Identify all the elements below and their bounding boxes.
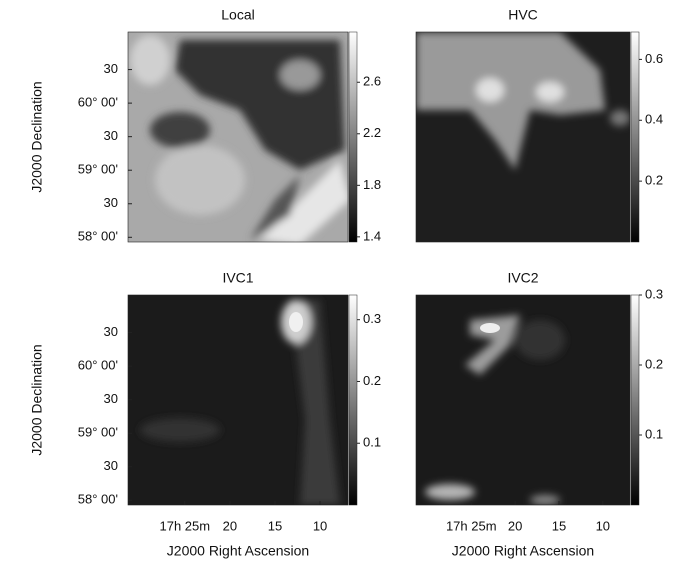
y-tick-label: 60° 00' [78, 95, 118, 110]
x-tick-label: 20 [223, 518, 237, 533]
y-tick-label: 60° 00' [78, 358, 118, 373]
colorbar-tick-label: 0.1 [645, 426, 663, 441]
x-tick-label: 17h 25m [446, 518, 497, 533]
colorbar-tick-label: 2.2 [363, 125, 381, 140]
colorbar-tick-label: 0.2 [645, 173, 663, 188]
x-tick-label: 17h 25m [160, 518, 211, 533]
panel-title: IVC1 [222, 270, 253, 286]
y-tick-label: 30 [104, 195, 118, 210]
y-tick-label: 58° 00' [78, 492, 118, 507]
y-tick-label: 30 [104, 458, 118, 473]
colorbar-tick-label: 0.2 [645, 356, 663, 371]
colorbar-tick-label: 0.3 [645, 286, 663, 301]
colorbar-tick-label: 1.8 [363, 177, 381, 192]
x-tick-label: 15 [552, 518, 566, 533]
y-tick-label: 59° 00' [78, 425, 118, 440]
colorbar [349, 295, 357, 505]
y-tick-label: 30 [104, 324, 118, 339]
x-tick-label: 20 [508, 518, 522, 533]
colorbar [631, 295, 639, 505]
panel-title: IVC2 [507, 270, 538, 286]
colorbar [349, 32, 357, 242]
figure: Local 1.4 1.8 2.2 2.6 30 60° 00' 30 59° 00' 30 58°… [0, 0, 678, 567]
x-tick-label: 10 [313, 518, 327, 533]
x-axis-title: J2000 Right Ascension [452, 543, 594, 559]
panel-title: Local [221, 7, 254, 23]
colorbar [631, 32, 639, 242]
map-image [416, 295, 630, 505]
map-image [128, 295, 348, 505]
y-tick-label: 30 [104, 128, 118, 143]
y-tick-label: 30 [104, 391, 118, 406]
colorbar-tick-label: 0.3 [363, 311, 381, 326]
y-tick-label: 30 [104, 61, 118, 76]
x-axis-title: J2000 Right Ascension [167, 543, 309, 559]
panel-title: HVC [508, 7, 538, 23]
colorbar-tick-label: 2.6 [363, 74, 381, 89]
colorbar-tick-label: 0.1 [363, 435, 381, 450]
y-axis-title: J2000 Declination [29, 81, 45, 192]
y-tick-label: 59° 00' [78, 162, 118, 177]
colorbar-tick-label: 0.4 [645, 112, 663, 127]
map-image [416, 32, 630, 242]
colorbar-tick-label: 0.6 [645, 51, 663, 66]
colorbar-tick-label: 0.2 [363, 373, 381, 388]
y-axis-title: J2000 Declination [29, 344, 45, 455]
x-tick-label: 10 [596, 518, 610, 533]
map-image [128, 32, 350, 245]
x-tick-label: 15 [268, 518, 282, 533]
colorbar-tick-label: 1.4 [363, 228, 381, 243]
y-tick-label: 58° 00' [78, 229, 118, 244]
